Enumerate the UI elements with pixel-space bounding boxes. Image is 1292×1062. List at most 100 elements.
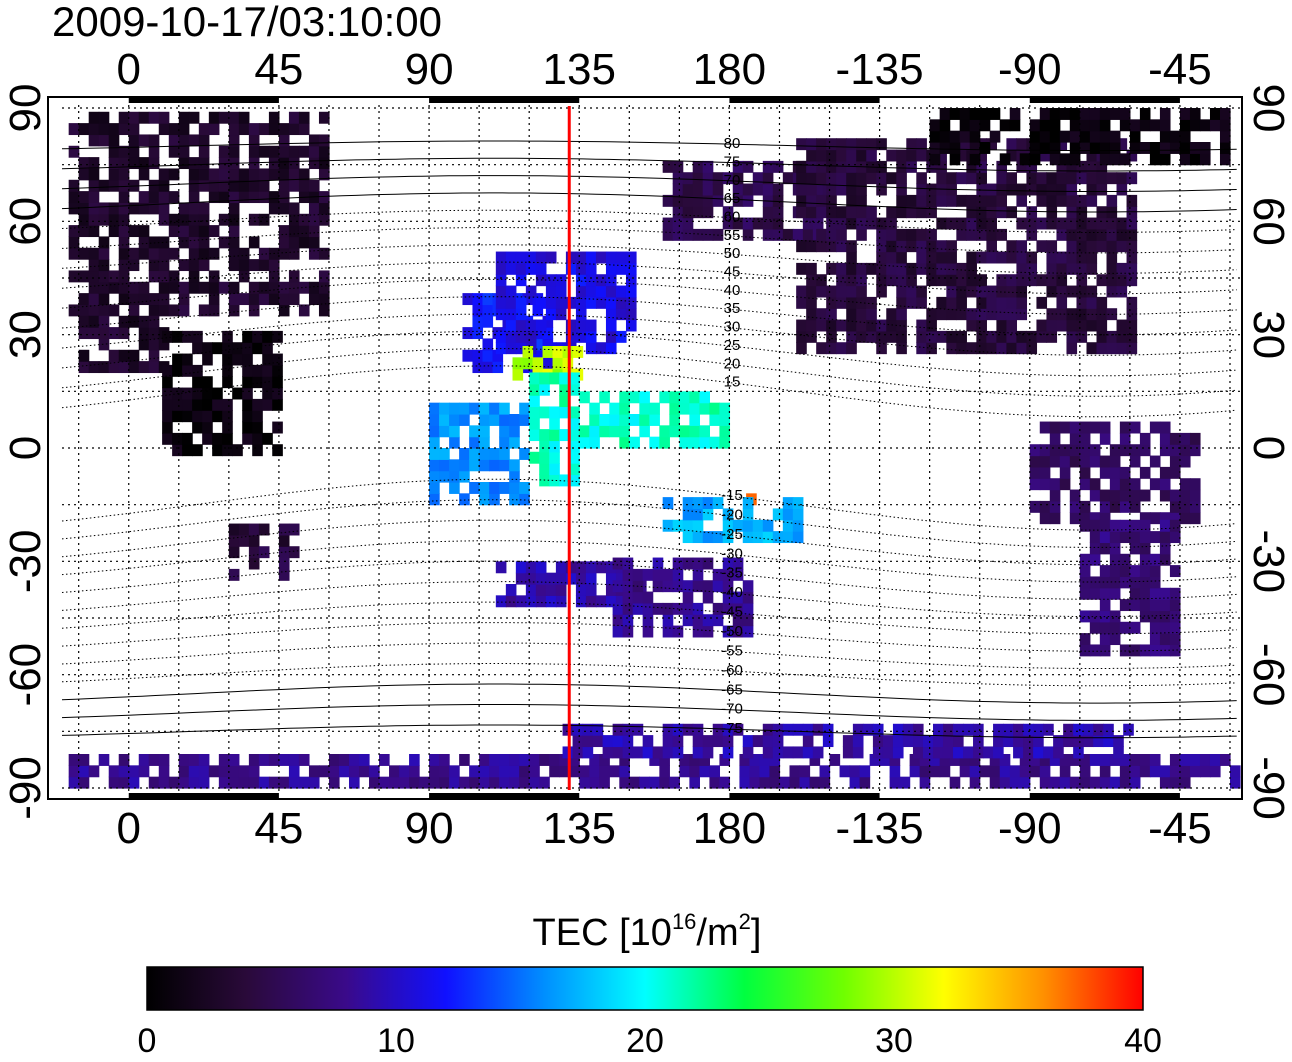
tec-cell	[1129, 565, 1141, 578]
tec-cell	[192, 387, 203, 400]
tec-cell	[605, 296, 617, 309]
tec-cell	[218, 179, 230, 192]
tec-cell	[1119, 466, 1131, 479]
tec-cell	[288, 213, 300, 226]
tec-cell	[846, 274, 857, 287]
tec-cell	[1066, 251, 1078, 264]
tec-cell	[692, 614, 704, 627]
tec-cell	[1189, 119, 1201, 132]
tec-cell	[836, 160, 847, 173]
tec-cell	[669, 414, 680, 426]
tec-cell	[1089, 610, 1101, 623]
tec-cell	[138, 191, 150, 204]
tec-cell	[212, 387, 223, 400]
tec-cell	[966, 206, 977, 219]
tec-cell	[1129, 776, 1141, 789]
tec-cell	[1159, 765, 1171, 778]
tec-cell	[1079, 512, 1091, 525]
tec-cell	[986, 342, 997, 355]
tec-cell	[682, 519, 694, 532]
tec-cell	[499, 414, 510, 426]
mlat-contour	[61, 519, 1237, 566]
tec-cell	[569, 429, 580, 442]
tec-cell	[1129, 644, 1141, 657]
tec-cell	[702, 160, 714, 173]
tec-cell	[826, 308, 837, 321]
tec-cell	[836, 240, 847, 253]
tec-cell	[168, 213, 180, 226]
tec-cell	[188, 754, 200, 766]
tec-cell	[963, 746, 974, 759]
tec-cell	[288, 236, 300, 249]
tec-cell	[595, 595, 607, 608]
tec-cell	[168, 281, 180, 294]
mlat-label: -50	[721, 623, 743, 640]
tec-cell	[906, 228, 917, 241]
tec-cell	[939, 754, 951, 766]
tec-cell	[749, 776, 761, 789]
tec-cell	[148, 315, 160, 328]
tec-cell	[409, 776, 420, 789]
tec-cell	[1066, 172, 1078, 185]
tec-cell	[575, 572, 587, 585]
tec-cell	[228, 776, 240, 789]
tec-cell	[816, 206, 827, 219]
tec-cell	[88, 293, 100, 306]
tec-cell	[976, 183, 987, 196]
tec-cell	[1039, 455, 1051, 468]
tec-cell	[138, 157, 150, 170]
tec-cell	[742, 228, 754, 241]
tec-cell	[1036, 194, 1048, 207]
tec-cell	[956, 308, 967, 321]
tec-cell	[742, 519, 754, 532]
tec-cell	[198, 776, 210, 789]
tec-cell	[1109, 519, 1121, 532]
tec-cell	[619, 436, 630, 449]
tec-cell	[545, 308, 557, 321]
tec-cell	[702, 228, 714, 241]
tec-cell	[318, 281, 330, 294]
tec-cell	[772, 194, 784, 207]
tec-cell	[782, 508, 794, 521]
tec-cell	[1029, 153, 1041, 166]
tec-cell	[949, 754, 961, 766]
tec-cell	[996, 319, 1008, 332]
tec-cell	[539, 372, 550, 385]
tec-cell	[1043, 746, 1054, 759]
mlat-contour	[61, 209, 1237, 233]
tec-cell	[519, 482, 530, 494]
tec-cell	[1099, 512, 1111, 525]
tec-cell	[459, 459, 470, 472]
tec-cell	[505, 595, 517, 608]
tec-cell	[128, 111, 140, 124]
tec-cell	[278, 776, 290, 789]
tec-cell	[1179, 489, 1191, 502]
tec-cell	[108, 349, 120, 362]
tec-cell	[796, 194, 807, 207]
tec-cell	[509, 754, 520, 766]
tec-cell	[1059, 455, 1071, 468]
tec-cell	[288, 293, 300, 306]
tec-cell	[515, 572, 527, 585]
tec-cell	[288, 111, 300, 124]
tec-cell	[1189, 500, 1201, 513]
tec-cell	[782, 172, 794, 185]
tec-cell	[1179, 776, 1191, 789]
tec-cell	[1126, 319, 1138, 332]
tec-cell	[702, 206, 714, 219]
tec-cell	[1016, 240, 1028, 253]
tec-cell	[1126, 217, 1138, 230]
tec-cell	[218, 281, 230, 294]
tec-cell	[499, 754, 510, 766]
tec-cell	[689, 436, 700, 449]
tec-cell	[482, 293, 494, 306]
tec-cell	[308, 213, 320, 226]
tec-cell	[242, 342, 253, 355]
tec-cell	[1066, 319, 1078, 332]
tec-cell	[1006, 183, 1018, 196]
tec-cell	[819, 765, 831, 778]
tec-cell	[806, 296, 817, 309]
tec-cell	[799, 765, 811, 778]
tec-cell	[632, 723, 644, 736]
tec-cell	[602, 735, 614, 748]
